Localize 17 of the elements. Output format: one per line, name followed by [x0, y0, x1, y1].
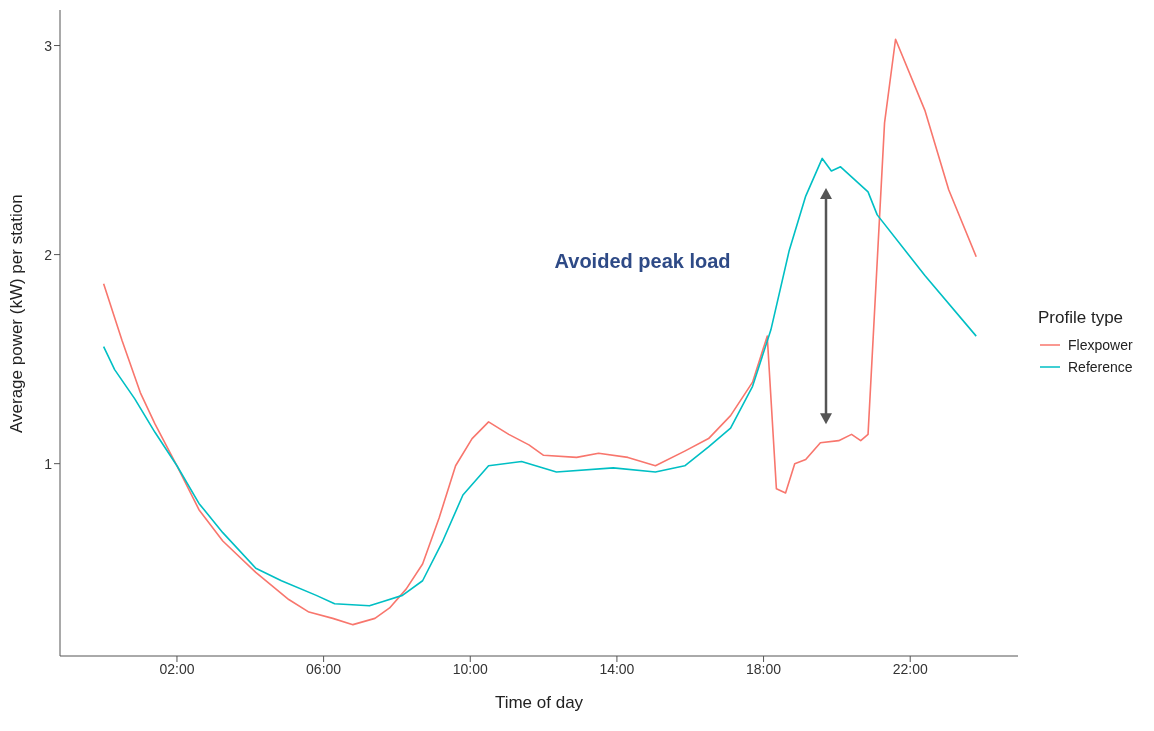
legend-label: Reference	[1067, 358, 1133, 377]
x-tick-label: 02:00	[159, 660, 195, 677]
y-tick-label: 1	[44, 455, 53, 472]
x-axis-title: Time of day	[494, 693, 584, 712]
x-tick-label: 18:00	[746, 660, 782, 677]
y-tick-label: 3	[44, 37, 53, 54]
x-tick-label: 10:00	[452, 660, 488, 677]
x-tick-label: 06:00	[306, 660, 342, 677]
x-tick-label: 22:00	[892, 660, 928, 677]
y-tick-label: 2	[44, 246, 53, 263]
annotation: Avoided peak load	[554, 250, 731, 274]
legend-title: Profile type	[1038, 308, 1125, 328]
line-series	[102, 157, 977, 607]
y-axis-title: Average power (kW) per station	[7, 194, 27, 433]
x-tick-label: 14:00	[599, 660, 635, 677]
legend-label: Flexpower	[1067, 336, 1133, 355]
line-series	[102, 38, 977, 626]
